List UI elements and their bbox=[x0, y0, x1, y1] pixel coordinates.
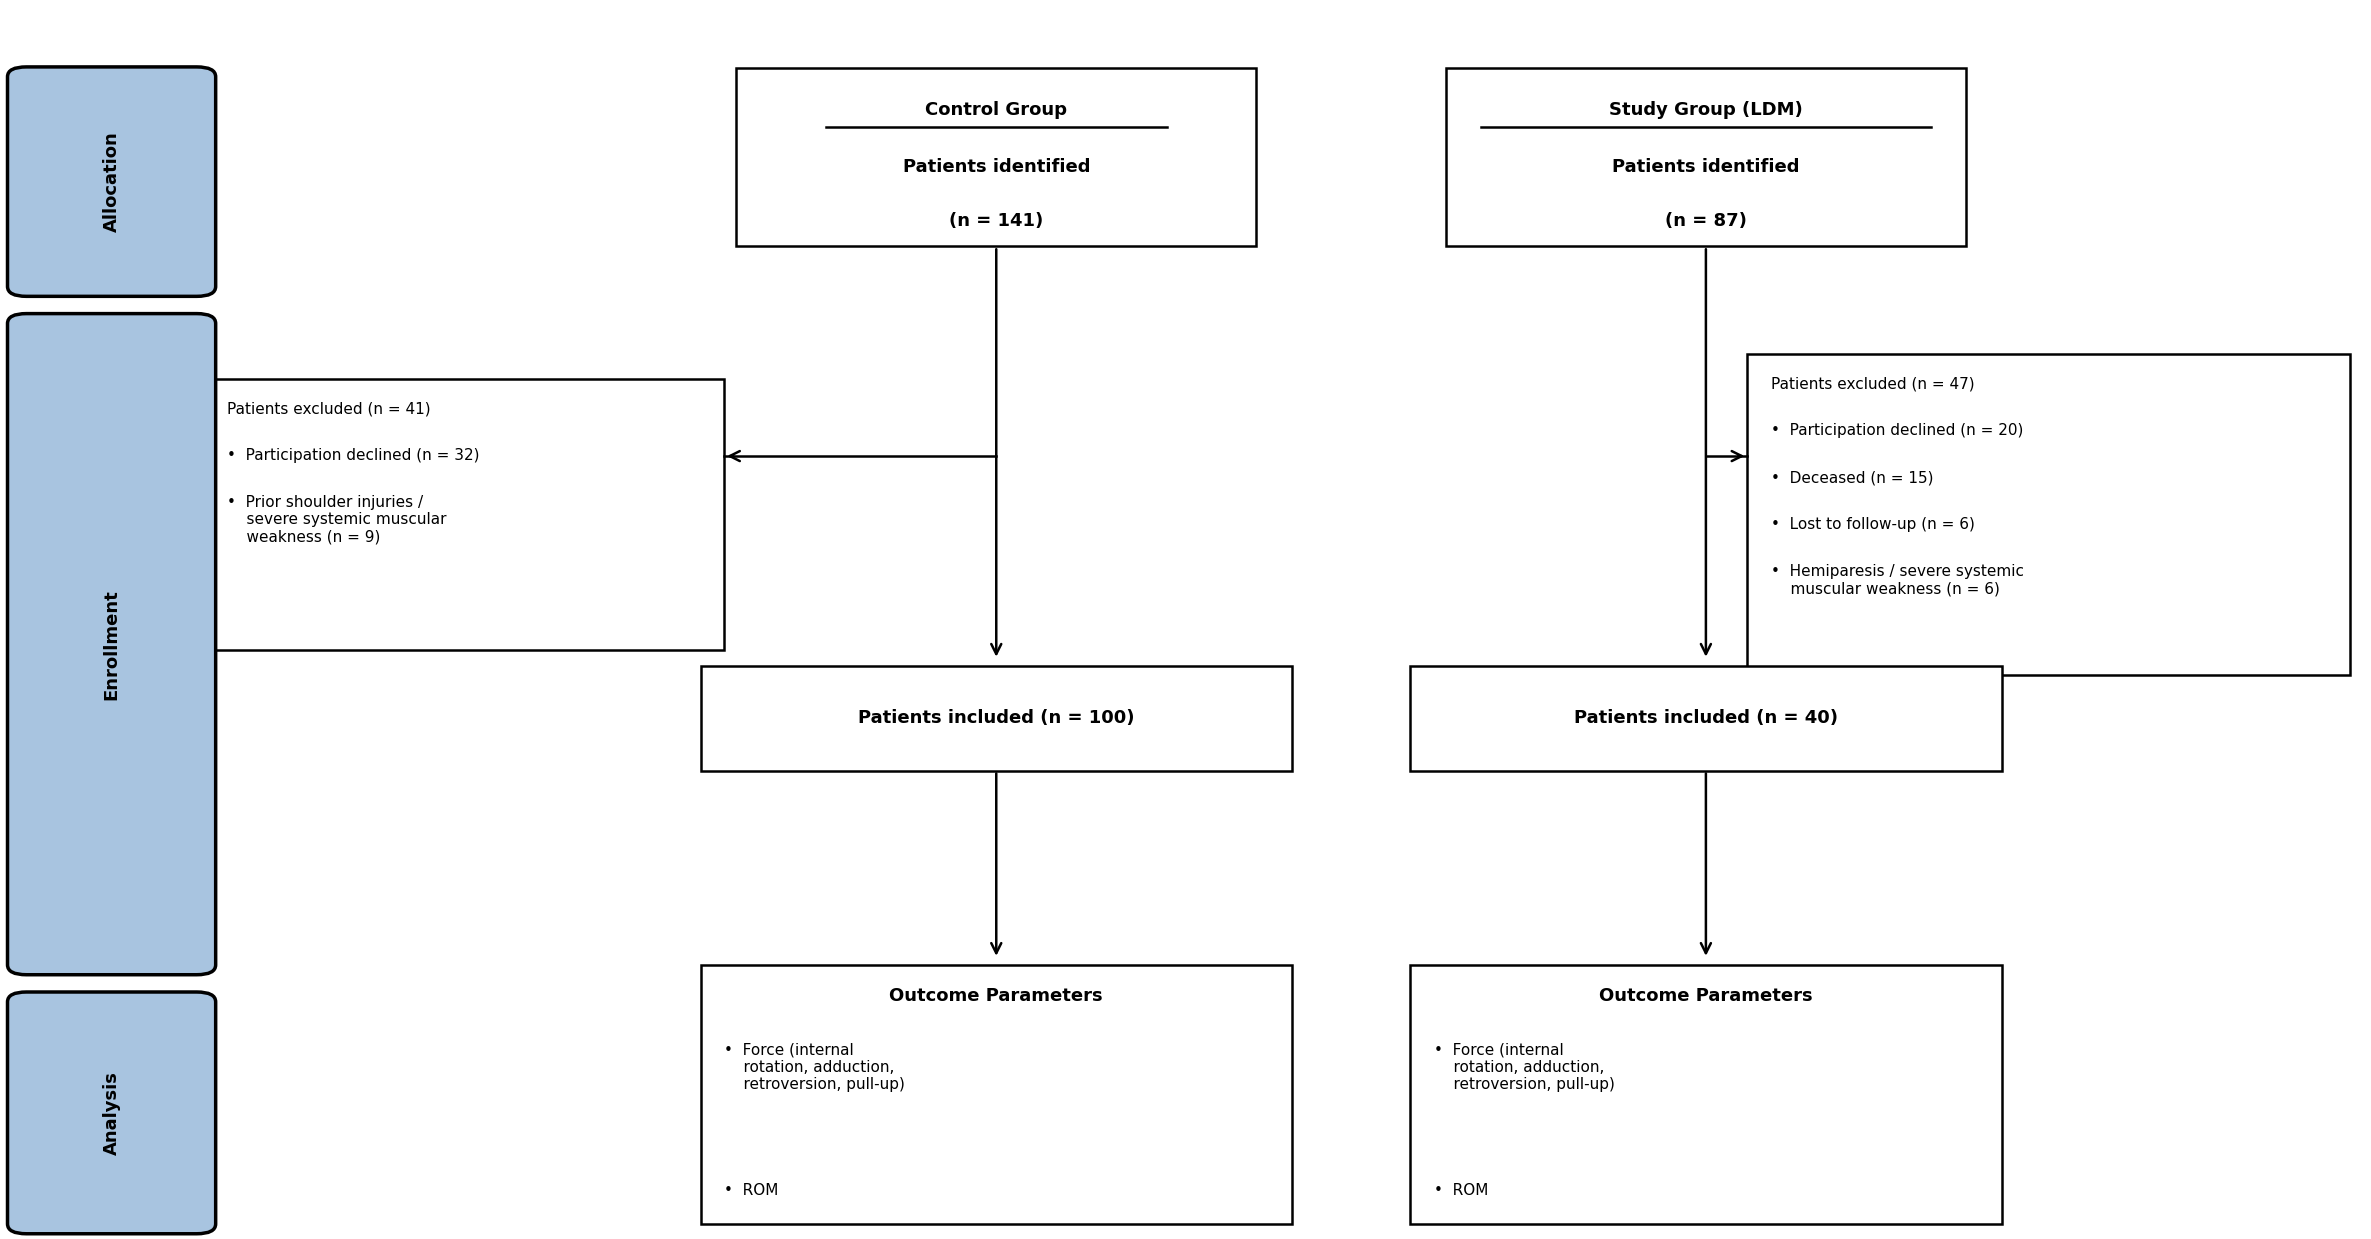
Text: •  Deceased (n = 15): • Deceased (n = 15) bbox=[1771, 471, 1932, 486]
Text: Patients included (n = 100): Patients included (n = 100) bbox=[858, 709, 1133, 727]
Bar bbox=[699, 665, 1292, 771]
Text: Patients identified: Patients identified bbox=[903, 157, 1091, 176]
Bar bbox=[1411, 665, 2001, 771]
Text: Patients identified: Patients identified bbox=[1612, 157, 1800, 176]
Bar bbox=[1747, 354, 2350, 675]
Bar bbox=[204, 379, 723, 650]
Text: •  Prior shoulder injuries /
    severe systemic muscular
    weakness (n = 9): • Prior shoulder injuries / severe syste… bbox=[228, 494, 448, 545]
Text: •  Participation declined (n = 20): • Participation declined (n = 20) bbox=[1771, 424, 2022, 439]
Text: •  Force (internal
    rotation, adduction,
    retroversion, pull-up): • Force (internal rotation, adduction, r… bbox=[723, 1042, 906, 1093]
Text: (n = 87): (n = 87) bbox=[1664, 212, 1747, 230]
Text: Enrollment: Enrollment bbox=[102, 589, 121, 700]
Text: Study Group (LDM): Study Group (LDM) bbox=[1610, 102, 1802, 119]
Text: Control Group: Control Group bbox=[925, 102, 1067, 119]
Bar bbox=[1446, 68, 1966, 247]
Text: Outcome Parameters: Outcome Parameters bbox=[1598, 987, 1814, 1005]
Text: Patients excluded (n = 41): Patients excluded (n = 41) bbox=[228, 401, 432, 416]
FancyBboxPatch shape bbox=[7, 992, 216, 1234]
Text: •  Hemiparesis / severe systemic
    muscular weakness (n = 6): • Hemiparesis / severe systemic muscular… bbox=[1771, 564, 2025, 596]
Text: Analysis: Analysis bbox=[102, 1070, 121, 1155]
Bar bbox=[735, 68, 1257, 247]
Text: •  Lost to follow-up (n = 6): • Lost to follow-up (n = 6) bbox=[1771, 517, 1975, 532]
Text: •  Participation declined (n = 32): • Participation declined (n = 32) bbox=[228, 449, 479, 463]
Text: •  ROM: • ROM bbox=[1434, 1183, 1489, 1198]
Text: •  ROM: • ROM bbox=[723, 1183, 778, 1198]
Text: Patients excluded (n = 47): Patients excluded (n = 47) bbox=[1771, 377, 1975, 392]
Text: •  Force (internal
    rotation, adduction,
    retroversion, pull-up): • Force (internal rotation, adduction, r… bbox=[1434, 1042, 1615, 1093]
Text: Patients included (n = 40): Patients included (n = 40) bbox=[1574, 709, 1838, 727]
Bar bbox=[699, 965, 1292, 1224]
Bar bbox=[1411, 965, 2001, 1224]
Text: (n = 141): (n = 141) bbox=[948, 212, 1043, 230]
FancyBboxPatch shape bbox=[7, 313, 216, 975]
FancyBboxPatch shape bbox=[7, 67, 216, 296]
Text: Allocation: Allocation bbox=[102, 131, 121, 232]
Text: Outcome Parameters: Outcome Parameters bbox=[889, 987, 1103, 1005]
